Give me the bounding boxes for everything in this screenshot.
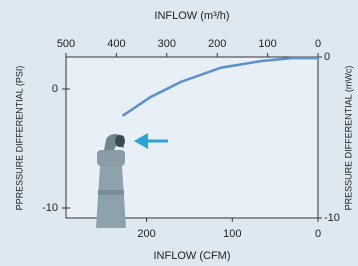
x-top-tick-label: 400 bbox=[107, 38, 125, 50]
x-bottom-tick-label: 200 bbox=[137, 228, 155, 240]
y2-tick-label: -10 bbox=[324, 212, 340, 224]
y-tick-label: -10 bbox=[42, 202, 58, 214]
x-bottom-tick-label: 0 bbox=[315, 228, 321, 240]
x-top-tick-label: 200 bbox=[208, 38, 226, 50]
x-top-tick-label: 0 bbox=[315, 38, 321, 50]
x-bottom-tick-label: 100 bbox=[223, 228, 241, 240]
x-axis-bottom-label: INFLOW (CFM) bbox=[154, 250, 231, 262]
x-top-tick-label: 300 bbox=[158, 38, 176, 50]
chart: INFLOW (m³/h) INFLOW (CFM) PPRESSURE DIF… bbox=[0, 0, 358, 266]
y-axis-label: PPRESSURE DIFFERENTIAL (PSI) bbox=[14, 66, 24, 211]
y-tick-label: 0 bbox=[52, 83, 58, 95]
x-top-tick-label: 100 bbox=[258, 38, 276, 50]
x-axis-top-label: INFLOW (m³/h) bbox=[154, 10, 229, 22]
y2-axis-label: PRESSURE DIFFERENTIAL (mWc) bbox=[343, 66, 353, 211]
y2-tick-label: 0 bbox=[324, 51, 330, 63]
x-top-tick-label: 500 bbox=[57, 38, 75, 50]
